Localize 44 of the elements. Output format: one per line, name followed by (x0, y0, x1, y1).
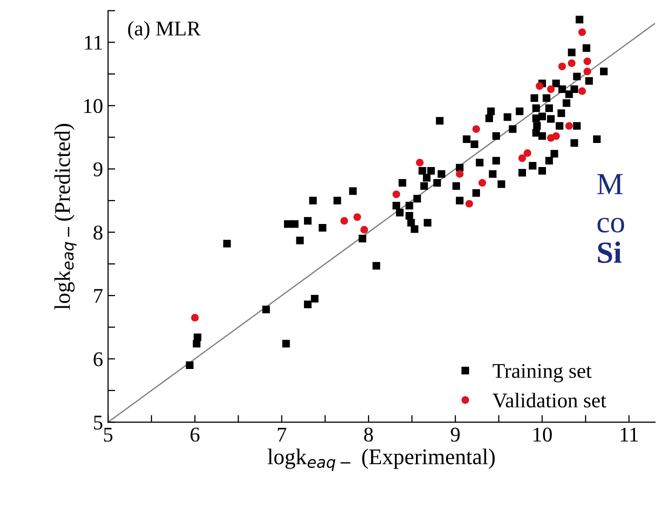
y-tick-label: 11 (84, 36, 102, 50)
y-tick-label: 7 (94, 289, 103, 303)
point (518, 154, 526, 162)
legend-label: Validation set (492, 392, 606, 408)
point (568, 59, 576, 68)
point (524, 149, 532, 157)
x-tick-label: 5 (104, 428, 112, 442)
point (456, 170, 464, 178)
point (536, 82, 544, 90)
annotation: (a) MLR (128, 20, 201, 40)
y-tick-label: 5 (94, 416, 102, 430)
point (392, 190, 400, 198)
point (558, 62, 566, 70)
point (465, 200, 474, 208)
y-tick-label: 8 (94, 226, 102, 240)
point (578, 87, 586, 95)
point (547, 85, 555, 93)
annotation: M (597, 174, 623, 194)
x-tick-label: 11 (620, 428, 638, 442)
annotation: co (598, 218, 624, 233)
x-tick-label: 8 (364, 428, 373, 442)
point (340, 217, 348, 225)
y-axis-title: logk$_{eaq−}$(Predicted) (54, 124, 77, 310)
point (565, 122, 573, 130)
y-tick-label: 6 (94, 352, 103, 366)
point (191, 314, 199, 322)
x-tick-label: 9 (450, 428, 460, 442)
x-tick-label: 7 (278, 428, 286, 442)
point (552, 132, 560, 140)
x-tick-label: 10 (534, 428, 552, 442)
point (578, 28, 586, 36)
annotation: Si (598, 242, 622, 264)
x-tick-label: 6 (190, 428, 200, 442)
point (584, 68, 592, 76)
point (584, 58, 592, 66)
point (416, 158, 424, 166)
point (478, 179, 486, 187)
point (360, 226, 368, 234)
y-tick-label: 10 (84, 99, 102, 114)
y-tick-label: 9 (93, 162, 102, 176)
x-axis-title: logk$_{eaq−}$ (Experimental) (268, 448, 495, 471)
legend-label: Training set (492, 364, 592, 382)
point (472, 125, 480, 133)
point (353, 213, 362, 221)
